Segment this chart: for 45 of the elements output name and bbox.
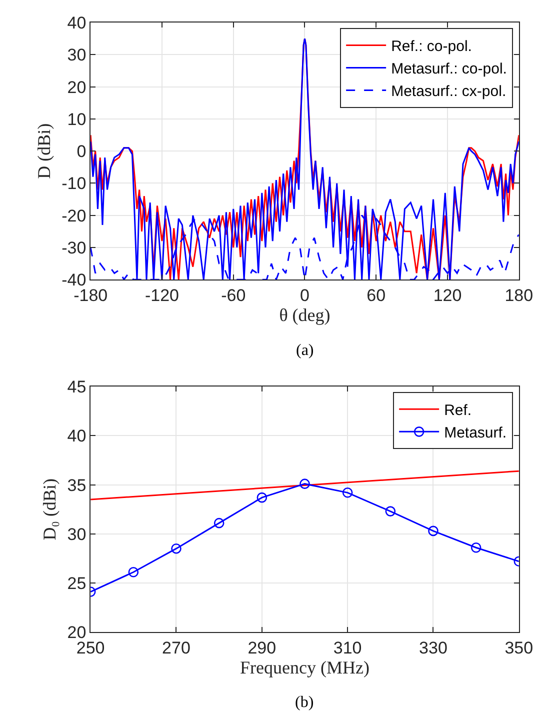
line-series	[90, 38, 519, 280]
y-tick-label: 45	[67, 378, 86, 397]
y-tick-label: 40	[67, 426, 86, 446]
y-tick-label: 25	[67, 574, 86, 593]
legend-label: Metasurf.: co-pol.	[391, 60, 507, 78]
x-tick-label: 0	[300, 286, 310, 306]
x-axis-title: Frequency (MHz)	[240, 657, 370, 678]
x-tick-label: 120	[433, 286, 462, 306]
legend-label: Ref.: co-pol.	[391, 38, 472, 56]
y-tick-label: 30	[67, 524, 86, 544]
point	[128, 566, 139, 578]
legend-label: Metasurf.	[444, 424, 507, 442]
y-tick-label: 30	[67, 46, 86, 65]
x-tick-label: -120	[144, 286, 179, 306]
point	[385, 506, 396, 516]
y-tick-label: 35	[67, 476, 86, 495]
y-tick-label: -10	[62, 174, 86, 194]
point	[171, 543, 182, 554]
y-axis-title: D₀ (dBi)	[39, 478, 60, 540]
legend-label: Ref.	[444, 402, 472, 420]
y-tick-label: -30	[62, 238, 86, 258]
point	[214, 518, 224, 528]
x-tick-label: 310	[333, 638, 362, 658]
x-tick-label: 270	[162, 638, 190, 658]
point	[256, 492, 268, 503]
x-tick-label: 330	[419, 638, 448, 658]
text: (a)	[296, 342, 314, 359]
x-tick-label: 350	[504, 638, 534, 658]
x-tick-label: 60	[366, 286, 386, 306]
legend-label: Metasurf.: cx-pol.	[391, 83, 506, 100]
x-tick-label: -60	[221, 286, 246, 306]
y-tick-label: 10	[67, 110, 86, 129]
x-tick-label: 290	[248, 638, 276, 658]
y-tick-label: 0	[76, 142, 86, 162]
y-tick-label: 40	[67, 14, 86, 33]
point	[428, 526, 438, 536]
y-tick-label: -20	[62, 206, 86, 226]
x-axis-title: θ (deg)	[279, 305, 330, 326]
y-tick-label: 20	[67, 78, 86, 97]
point	[470, 542, 482, 553]
text: (b)	[295, 694, 314, 711]
y-axis-title: D (dBi)	[34, 123, 54, 179]
point	[342, 488, 353, 498]
x-tick-label: 180	[504, 286, 534, 306]
point	[300, 478, 310, 489]
